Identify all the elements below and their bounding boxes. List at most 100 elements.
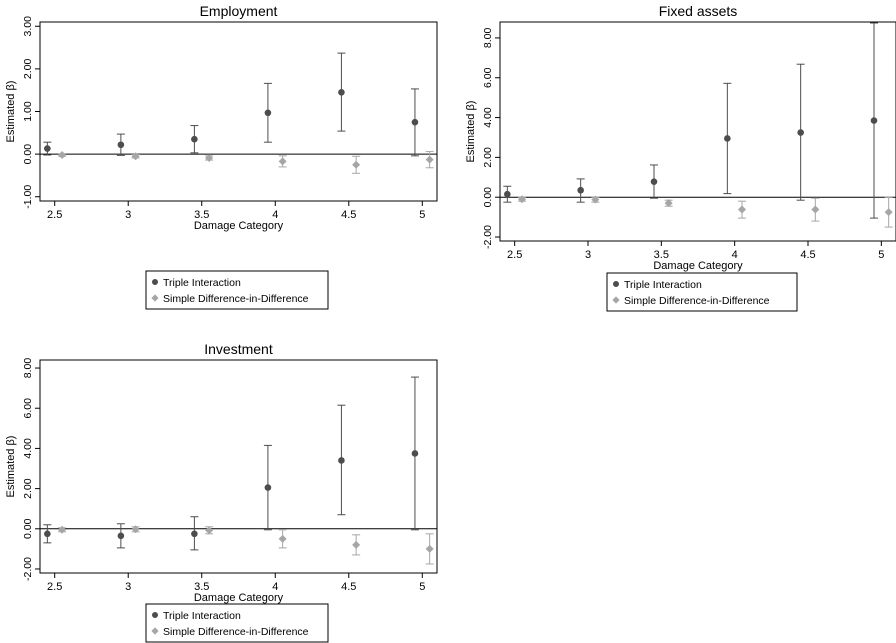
x-tick-label: 3.5	[194, 209, 209, 221]
data-point-diamond	[352, 540, 361, 549]
data-point-circle	[650, 178, 658, 185]
legend: Triple Interaction Simple Difference-in-D…	[145, 603, 329, 643]
data-point-diamond	[278, 157, 287, 166]
data-point-diamond	[518, 195, 526, 204]
y-tick-label: 0.00	[22, 518, 34, 539]
chart-title: Employment	[200, 3, 278, 19]
data-point-circle	[724, 135, 731, 142]
x-tick-label: 4	[732, 249, 738, 261]
data-point-diamond	[131, 525, 140, 534]
data-point-circle	[264, 109, 272, 117]
chart-panel-0: Employment -1.00 0.00 1.00 2.00 3.00 2.5 3 3.5 4 4…	[5, 3, 438, 310]
y-axis-label: Estimated β)	[465, 101, 477, 163]
data-point-circle	[411, 118, 419, 126]
y-tick-label: 1.00	[22, 101, 34, 122]
data-point-circle	[264, 484, 272, 491]
x-tick-label: 3	[125, 209, 131, 221]
y-tick-label: 4.00	[482, 107, 494, 128]
chart-title: Fixed assets	[659, 3, 738, 19]
legend-box	[606, 272, 798, 312]
data-point-diamond	[352, 160, 361, 169]
data-point-diamond	[811, 205, 820, 214]
data-point-circle	[191, 135, 198, 143]
x-tick-label: 5	[419, 581, 425, 593]
x-tick-label: 2.5	[507, 249, 522, 261]
data-point-circle	[117, 141, 125, 149]
y-tick-label: 6.00	[22, 398, 34, 419]
x-axis-label: Damage Category	[194, 220, 284, 232]
legend-label: Simple Difference-in-Difference	[163, 293, 309, 305]
data-point-diamond	[131, 152, 140, 161]
legend-label: Simple Difference-in-Difference	[163, 626, 309, 638]
data-point-diamond	[664, 199, 673, 208]
data-point-diamond	[425, 155, 434, 164]
x-tick-label: 4.5	[341, 209, 356, 221]
legend-marker-circle	[152, 279, 158, 285]
y-tick-label: 8.00	[22, 358, 34, 379]
chart-title: Investment	[204, 341, 273, 357]
data-point-circle	[870, 117, 878, 124]
x-axis-label: Damage Category	[194, 592, 284, 604]
y-axis-label: Estimated β)	[5, 436, 17, 498]
data-point-circle	[44, 145, 51, 152]
data-point-diamond	[58, 525, 67, 534]
legend-marker-circle	[152, 612, 158, 618]
legend-marker-circle	[613, 281, 619, 287]
y-tick-label: 2.00	[482, 147, 494, 168]
y-axis-label: Estimated β)	[5, 81, 17, 143]
legend-label: Triple Interaction	[624, 279, 702, 291]
x-tick-label: 5	[878, 249, 884, 261]
y-tick-label: 8.00	[482, 28, 494, 49]
legend-label: Triple Interaction	[163, 610, 241, 622]
data-point-diamond	[58, 150, 67, 159]
data-point-diamond	[591, 195, 600, 204]
data-point-circle	[797, 129, 804, 136]
data-point-circle	[504, 190, 511, 198]
data-point-diamond	[278, 534, 287, 543]
data-point-diamond	[205, 153, 214, 162]
y-tick-label: 2.00	[22, 59, 34, 80]
x-tick-label: 4.5	[800, 249, 815, 261]
data-point-diamond	[738, 205, 746, 214]
x-tick-label: 4	[272, 209, 278, 221]
legend-marker-diamond	[151, 627, 159, 635]
x-tick-label: 5	[419, 209, 425, 221]
legend-box	[145, 270, 329, 310]
y-tick-label: 0.00	[22, 144, 34, 165]
y-tick-label: -2.00	[482, 225, 494, 249]
x-tick-label: 2.5	[47, 581, 62, 593]
plot-frame	[39, 359, 438, 574]
y-tick-label: 6.00	[482, 67, 494, 88]
legend: Triple Interaction Simple Difference-in-D…	[606, 272, 798, 312]
x-tick-label: 3.5	[654, 249, 669, 261]
data-point-circle	[117, 532, 125, 540]
legend-label: Simple Difference-in-Difference	[624, 295, 770, 307]
y-tick-label: 4.00	[22, 438, 34, 459]
data-point-circle	[411, 450, 419, 457]
data-point-circle	[191, 530, 198, 538]
data-point-circle	[338, 457, 345, 464]
y-tick-label: -1.00	[22, 185, 34, 209]
x-tick-label: 3	[585, 249, 591, 261]
x-tick-label: 3	[125, 581, 131, 593]
x-axis-label: Damage Category	[653, 260, 743, 272]
legend: Triple Interaction Simple Difference-in-D…	[145, 270, 329, 310]
x-tick-label: 4	[272, 581, 278, 593]
chart-panel-2: Investment -2.00 0.00 2.00 4.00 6.00 8.00 2.5 3 3…	[5, 341, 438, 643]
y-tick-label: -2.00	[22, 557, 34, 581]
x-tick-label: 3.5	[194, 581, 209, 593]
data-point-diamond	[884, 208, 893, 217]
chart-panel-1: Fixed assets -2.00 0.00 2.00 4.00 6.00 8.00 2.5…	[465, 3, 896, 312]
x-tick-label: 2.5	[47, 209, 62, 221]
x-tick-label: 4.5	[341, 581, 356, 593]
data-point-circle	[44, 530, 51, 538]
y-tick-label: 2.00	[22, 478, 34, 499]
legend-marker-diamond	[612, 296, 620, 304]
data-point-diamond	[205, 526, 214, 535]
plot-frame	[39, 21, 438, 202]
legend-marker-diamond	[151, 294, 159, 302]
data-point-circle	[577, 186, 584, 194]
data-point-diamond	[425, 544, 434, 553]
legend-label: Triple Interaction	[163, 277, 241, 289]
plot-frame	[499, 21, 896, 242]
